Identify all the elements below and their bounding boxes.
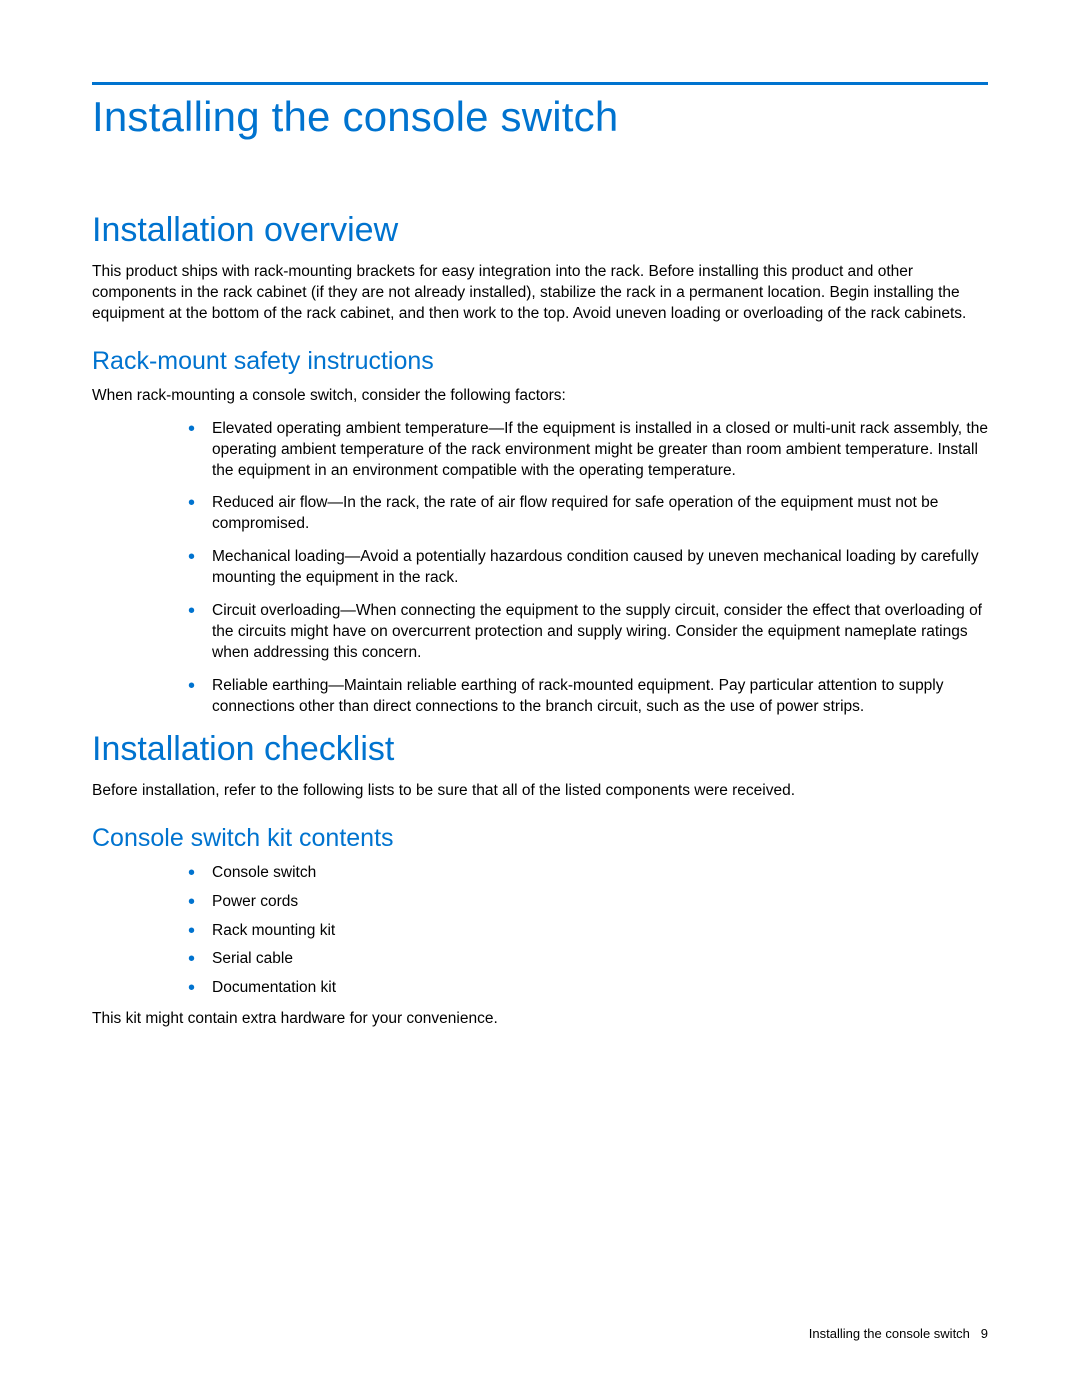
rack-mount-intro: When rack-mounting a console switch, con… [92, 386, 988, 407]
list-item: Console switch [188, 863, 988, 884]
list-item: Reliable earthing—Maintain reliable eart… [188, 676, 988, 718]
list-item: Power cords [188, 892, 988, 913]
page-title: Installing the console switch [92, 93, 988, 141]
top-rule [92, 82, 988, 85]
list-item: Serial cable [188, 949, 988, 970]
footer-title: Installing the console switch [809, 1326, 970, 1341]
page-footer: Installing the console switch 9 [809, 1326, 988, 1341]
document-page: Installing the console switch Installati… [0, 0, 1080, 1397]
kit-note: This kit might contain extra hardware fo… [92, 1009, 988, 1030]
section-heading-kit-contents: Console switch kit contents [92, 824, 988, 853]
list-item: Rack mounting kit [188, 921, 988, 942]
kit-contents-list: Console switch Power cords Rack mounting… [188, 863, 988, 1000]
section-heading-overview: Installation overview [92, 211, 988, 250]
checklist-intro: Before installation, refer to the follow… [92, 781, 988, 802]
list-item: Circuit overloading—When connecting the … [188, 601, 988, 664]
rack-mount-list: Elevated operating ambient temperature—I… [188, 419, 988, 718]
section-heading-checklist: Installation checklist [92, 730, 988, 769]
list-item: Documentation kit [188, 978, 988, 999]
overview-body: This product ships with rack-mounting br… [92, 262, 988, 325]
footer-page-number: 9 [981, 1326, 988, 1341]
list-item: Elevated operating ambient temperature—I… [188, 419, 988, 482]
section-heading-rack-mount: Rack-mount safety instructions [92, 347, 988, 376]
list-item: Reduced air flow—In the rack, the rate o… [188, 493, 988, 535]
list-item: Mechanical loading—Avoid a potentially h… [188, 547, 988, 589]
